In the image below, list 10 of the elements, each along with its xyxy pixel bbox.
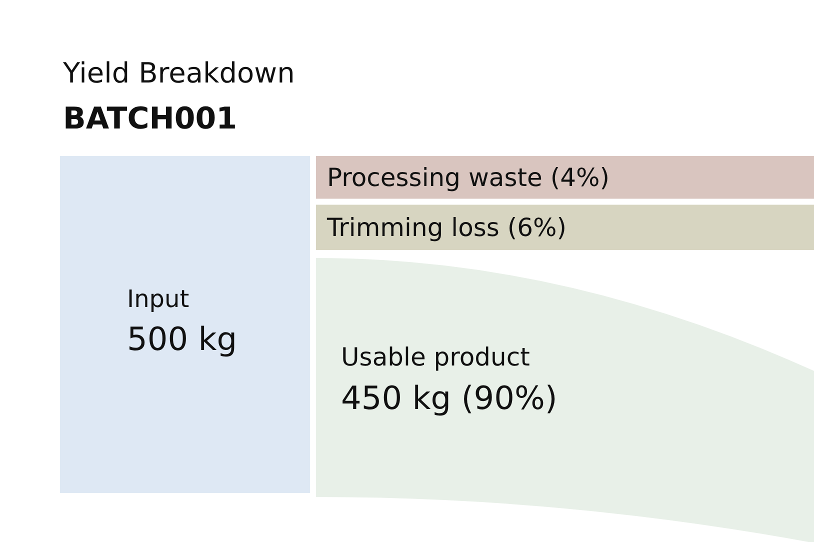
data-label: 450 kg (90%) — [341, 379, 558, 417]
category-label: Usable product — [341, 342, 530, 372]
data-label: (4%) — [550, 162, 610, 192]
data-label: 500 kg — [127, 320, 238, 358]
text: Yield Breakdown — [62, 56, 295, 90]
category-label: Processing waste — [327, 162, 542, 192]
data-label: (6%) — [507, 212, 567, 242]
category-label: Input — [127, 285, 190, 313]
text: BATCH001 — [63, 102, 237, 136]
category-label: Trimming loss — [326, 212, 500, 242]
